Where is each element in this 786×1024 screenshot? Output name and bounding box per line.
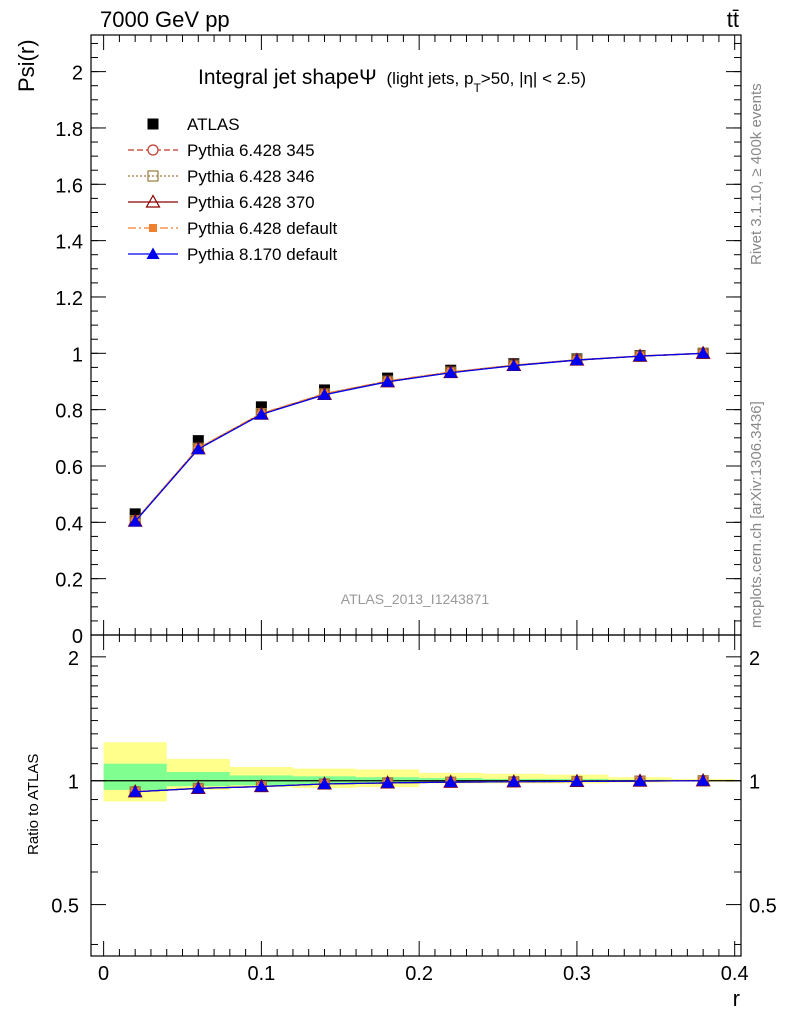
y-tick-label: 1.6: [55, 175, 83, 197]
y-tick-label: 1.4: [55, 232, 83, 254]
series-marker-4: [191, 442, 205, 455]
ratio-marker-4: [696, 774, 710, 786]
legend-label: Pythia 6.428 default: [187, 219, 338, 238]
ratio-y-axis: 0.5 0.5 1 1 2 2: [51, 648, 777, 945]
ratio-y-tick-label: 0.5: [51, 896, 79, 918]
series-marker-4: [128, 514, 142, 527]
series-marker-4: [254, 407, 268, 420]
y-tick-label: 2: [72, 63, 83, 85]
legend-marker: [149, 224, 157, 232]
ratio-line-4: [135, 780, 704, 793]
legend-label: Pythia 8.170 default: [187, 245, 338, 264]
legend-label: ATLAS: [187, 115, 240, 134]
chart-title-sub: (light jets, p: [387, 69, 474, 88]
ratio-marker-4: [444, 775, 458, 788]
legend-marker: [147, 144, 159, 156]
series-marker-4: [381, 375, 395, 387]
main-y-axis: 0 0.2 0.4 0.6 0.8 1 1.2 1.4 1.6 1.8 2: [55, 42, 741, 648]
x-tick-label: 0.1: [247, 963, 275, 985]
x-tick-label: 0.2: [405, 963, 433, 985]
ratio-marker-4: [570, 774, 584, 787]
ratio-panel: 0.5 0.51 12 2 0 0.1 0.2 0.3 0.4 Ratio to ATLAS …: [25, 634, 777, 1011]
series-marker-4: [633, 349, 647, 362]
atlas-data-group: [129, 347, 709, 520]
series-marker-4: [444, 366, 458, 378]
legend-label: Pythia 6.428 345: [187, 141, 315, 160]
legend: ATLAS Pythia 6.428 345 Pythia 6.428 346 Pyt…: [128, 115, 338, 264]
ratio-marker-4: [254, 780, 268, 792]
x-tick-label: 0.4: [721, 963, 749, 985]
x-axis: 0 0.1 0.2 0.3 0.4: [98, 635, 749, 985]
legend-marker: [147, 170, 159, 182]
x-axis-title: r: [733, 986, 740, 1011]
legend-marker: [145, 194, 161, 208]
series-marker-4: [696, 346, 710, 359]
ratio-y-tick-label-right: 0.5: [749, 896, 777, 918]
ratio-uncertainty-bands: [91, 742, 741, 802]
energy-label: 7000 GeV pp: [100, 7, 230, 32]
chart-title-sub-subscript: T: [473, 81, 481, 95]
chart-title-sub-rest: >50, |η| < 2.5): [481, 69, 586, 88]
legend-label: Pythia 6.428 370: [187, 193, 315, 212]
y-tick-label: 0.2: [55, 570, 83, 592]
y-tick-label: 1.8: [55, 119, 83, 141]
process-label: tt̄: [727, 7, 739, 32]
ratio-y-axis-title: Ratio to ATLAS: [25, 754, 42, 855]
ratio-marker-4: [128, 785, 142, 797]
ratio-marker-4: [381, 776, 395, 788]
main-x-axis-ticks: [103, 35, 736, 635]
y-tick-label: 0.6: [55, 457, 83, 479]
ratio-y-tick-label-right: 2: [749, 648, 760, 670]
chart-title-main: Integral jet shapeΨ: [198, 66, 377, 89]
ratio-series-group: [127, 772, 711, 798]
legend-label: Pythia 6.428 346: [187, 167, 315, 186]
chart-title: Integral jet shapeΨ (light jets, pT>50, …: [198, 66, 586, 95]
ratio-marker-4: [191, 781, 205, 794]
legend-marker: [147, 118, 159, 130]
ratio-marker-4: [317, 777, 331, 789]
y-tick-label: 0.8: [55, 401, 83, 423]
main-series-group: [127, 345, 711, 527]
main-panel: 0 0.2 0.4 0.6 0.8 1 1.2 1.4 1.6 1.8 2 Psi(r) Integ…: [14, 34, 742, 648]
ratio-y-tick-label: 2: [68, 648, 79, 670]
atlas-data-point: [192, 435, 204, 447]
stat-uncertainty-band: [166, 771, 230, 787]
ratio-plot-frame: [90, 634, 742, 957]
rivet-label: Rivet 3.1.10, ≥ 400k events: [748, 83, 765, 265]
y-tick-label: 1: [72, 344, 83, 366]
ratio-marker-4: [633, 774, 647, 787]
y-axis-title: Psi(r): [14, 39, 39, 92]
x-tick-label: 0: [98, 963, 109, 985]
y-tick-label: 0: [72, 626, 83, 648]
x-tick-label: 0.3: [563, 963, 591, 985]
legend-marker: [146, 247, 160, 259]
mcplots-label: mcplots.cern.ch [arXiv:1306.3436]: [748, 401, 765, 628]
ratio-marker-4: [507, 775, 521, 787]
series-marker-4: [507, 359, 521, 371]
analysis-watermark: ATLAS_2013_I1243871: [341, 591, 490, 607]
ratio-y-tick-label-right: 1: [749, 772, 760, 794]
series-line-4: [134, 352, 704, 522]
series-marker-4: [570, 353, 584, 366]
series-line-3: [134, 352, 704, 522]
series-marker-4: [317, 388, 331, 400]
ratio-y-tick-label: 1: [68, 772, 79, 794]
y-tick-label: 1.2: [55, 288, 83, 310]
y-tick-label: 0.4: [55, 513, 83, 535]
